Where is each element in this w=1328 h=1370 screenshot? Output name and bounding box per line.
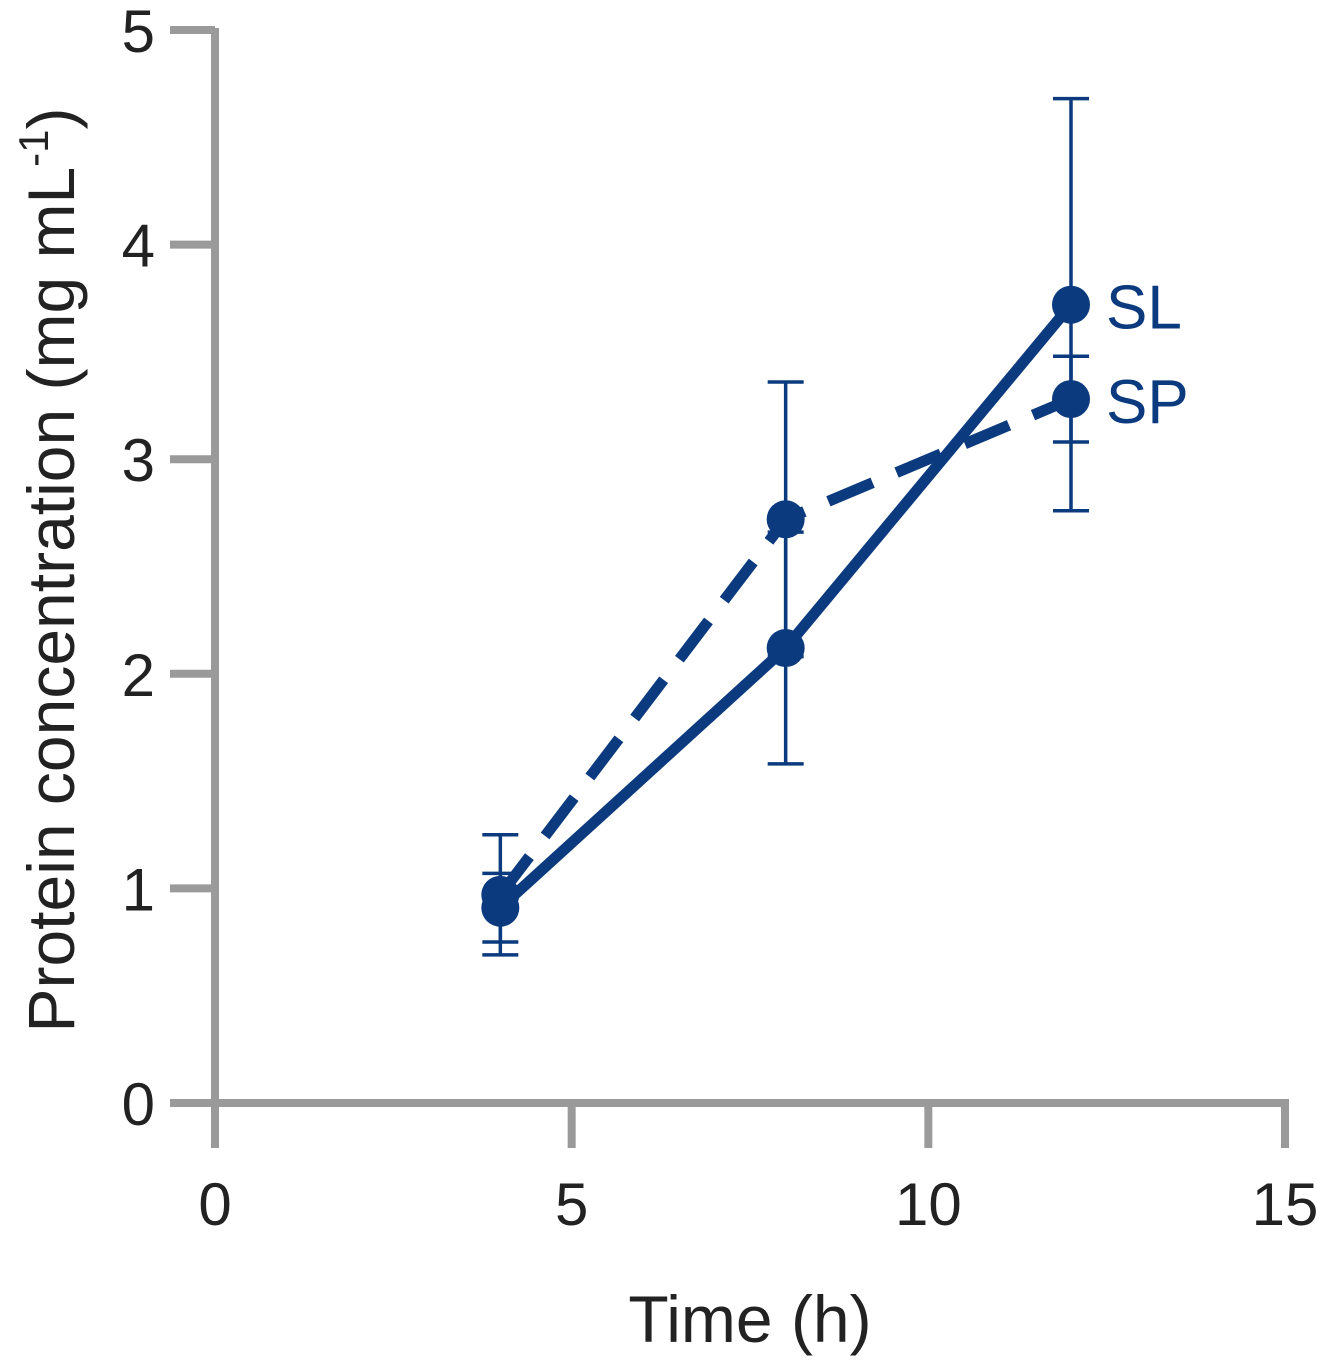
y-tick-label: 3 — [122, 427, 155, 494]
y-axis-label-main: Protein concentration (mg mL — [14, 167, 88, 1033]
y-axis-label-superscript: -1 — [10, 129, 57, 166]
series-sl: SL — [481, 96, 1182, 944]
y-tick-label: 4 — [122, 213, 155, 280]
y-tick-label: 2 — [122, 642, 155, 709]
axes: 0 1 2 3 4 5 0 5 10 15 — [122, 0, 1319, 1238]
x-tick-label: 15 — [1252, 1171, 1319, 1238]
y-axis-label-close: ) — [14, 107, 88, 129]
series-label: SL — [1106, 274, 1182, 343]
data-point — [1052, 285, 1090, 324]
series-label: SP — [1106, 368, 1189, 437]
data-point — [766, 500, 805, 539]
data-point — [1052, 380, 1090, 419]
y-axis-label: Protein concentration (mg mL-1) — [10, 107, 88, 1032]
x-tick-label: 5 — [555, 1171, 588, 1238]
x-tick-label: 0 — [198, 1171, 231, 1238]
x-axis-label: Time (h) — [628, 1282, 871, 1356]
x-tick-label: 10 — [895, 1171, 962, 1238]
y-tick-label: 0 — [122, 1071, 155, 1138]
y-tick-label: 1 — [122, 856, 155, 923]
plot-area: SL SP — [481, 96, 1189, 957]
y-tick-label: 5 — [122, 0, 155, 65]
data-point — [481, 875, 520, 914]
series-sp: SP — [481, 354, 1189, 957]
